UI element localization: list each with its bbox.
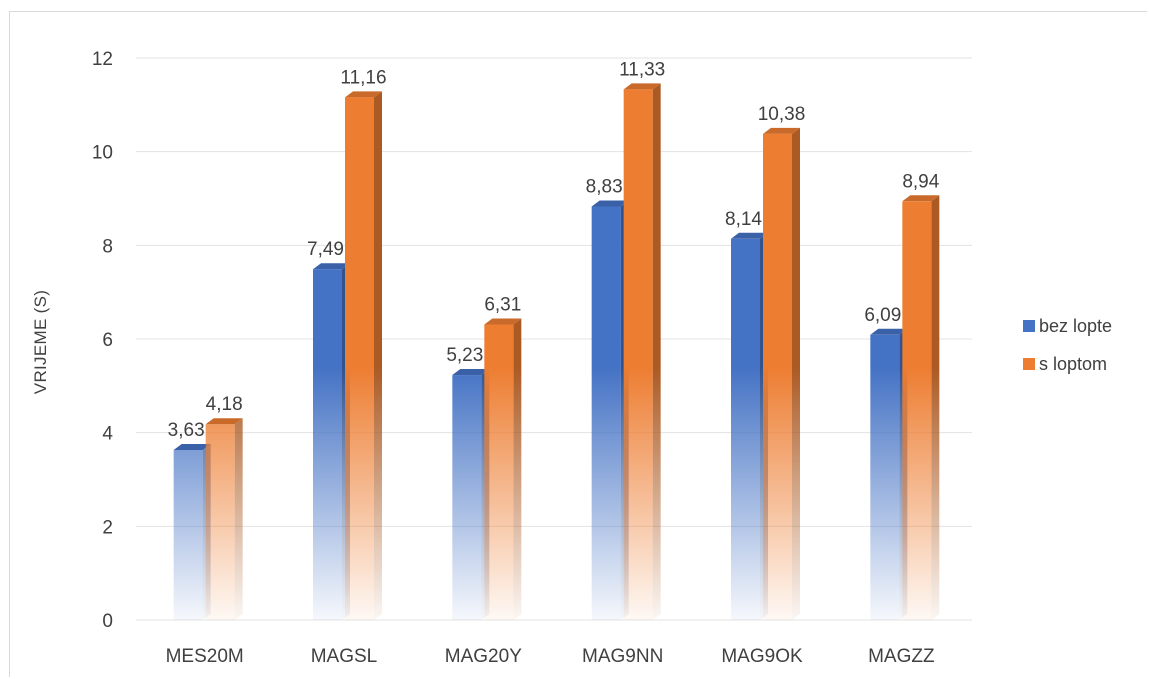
bar-top [902,195,940,202]
data-label: 8,14 [725,209,762,230]
y-tick-label: 4 [102,424,113,445]
bar-mes20m-0 [173,443,211,620]
data-label: 6,31 [484,294,521,315]
data-label: 8,83 [586,176,623,197]
data-label: 6,09 [864,305,901,326]
legend-item-s-loptom: s loptom [1023,353,1112,375]
bar-front [591,206,621,620]
bar-front [173,449,203,620]
data-label: 7,49 [307,239,344,260]
legend-swatch-bez-lopte [1023,320,1035,332]
bar-top [763,127,800,134]
bar-side [652,83,661,620]
bar-top [484,318,522,325]
bar-side [374,91,382,621]
bar-top [345,91,382,98]
data-label: 10,38 [758,104,806,125]
x-tick-label: MAGSL [311,646,378,667]
chart-frame [9,11,1147,677]
bar-front [345,97,374,621]
x-tick-label: MAG20Y [445,646,522,667]
data-label: 11,33 [619,59,665,80]
bar-top [591,200,629,207]
bar-top [623,83,661,90]
bars [173,83,940,621]
bar-magzz-1 [902,195,940,620]
labels: 0 2 4 6 8 10 12 3,634,18 MES20M 7,49 11,16 MAGSL 5,2… [92,49,940,667]
bar-top [173,443,211,450]
bar-top [731,232,768,239]
x-tick-label: MES20M [166,646,244,667]
bar-mag20y-0 [452,369,490,620]
bar-side [931,195,940,620]
bar-magsl-1 [345,91,382,621]
legend-label-s-loptom: s loptom [1039,353,1108,374]
bar-top [452,369,490,376]
data-label: 11,16 [340,67,386,88]
data-label: 8,94 [902,171,939,192]
bar-top [313,263,350,270]
bar-front [731,238,760,620]
bar-mes20m-1 [205,418,243,620]
bar-front [763,133,792,620]
bar-mag9ok-0 [731,232,768,620]
bar-front [205,424,235,620]
bar-front [484,324,514,620]
bar-top [870,328,908,335]
y-tick-label: 10 [92,143,113,164]
gridlines [136,57,972,621]
y-axis-title: VRIJEME (S) [31,290,50,394]
y-tick-label: 12 [92,49,113,70]
bar-front [870,334,900,620]
bar-front [623,89,653,620]
data-label: 5,23 [446,345,483,366]
y-tick-label: 0 [102,611,113,632]
bar-mag9nn-0 [591,200,629,620]
y-tick-label: 6 [102,330,113,351]
bar-mag20y-1 [484,318,522,620]
legend: bez lopte s loptom [1023,315,1112,391]
legend-item-bez-lopte: bez lopte [1023,315,1112,337]
legend-label-bez-lopte: bez lopte [1039,315,1113,336]
bar-magsl-0 [313,263,350,620]
data-label: 3,63 [168,420,205,441]
bar-side [234,418,243,620]
bar-side [792,127,800,621]
bar-mag9ok-1 [763,127,800,621]
bar-front [452,375,482,620]
y-tick-label: 2 [102,517,113,538]
data-label: 4,18 [206,394,243,415]
bar-mag9nn-1 [623,83,661,620]
bar-top [205,418,243,425]
x-tick-label: MAG9NN [582,646,663,667]
bar-front [902,201,932,620]
x-tick-label: MAGZZ [868,646,935,667]
bar-side [513,318,522,620]
y-tick-label: 8 [102,236,113,257]
bar-magzz-0 [870,328,908,620]
legend-swatch-s-loptom [1023,358,1035,370]
x-tick-label: MAG9OK [721,646,803,667]
bar-front [313,269,342,620]
